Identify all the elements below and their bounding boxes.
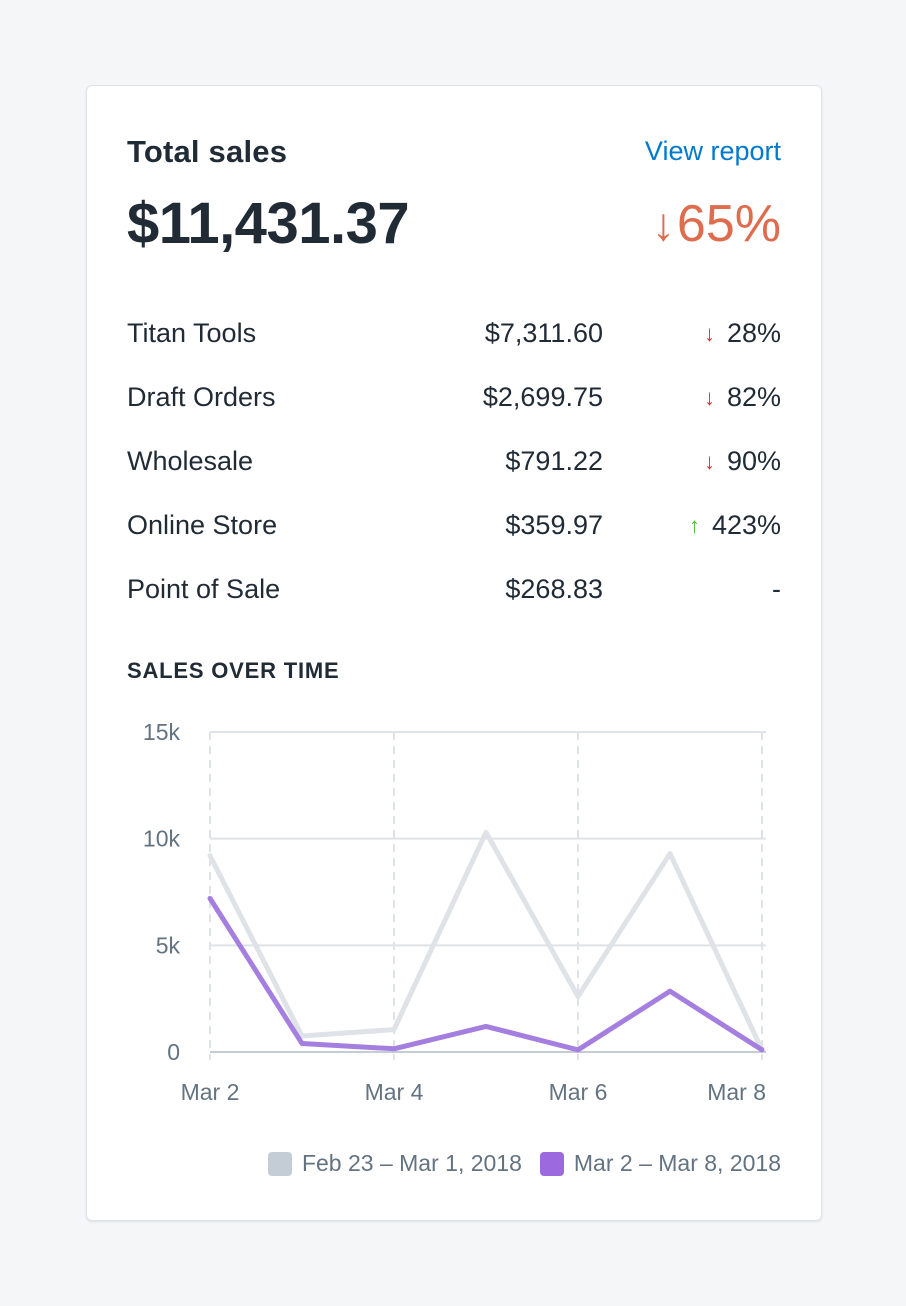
channel-name: Titan Tools: [127, 318, 257, 348]
channel-change: -: [772, 574, 781, 605]
y-tick-label: 15k: [143, 719, 181, 745]
series-line-current: [207, 895, 765, 1053]
y-tick-label: 5k: [156, 932, 181, 958]
legend-item: Feb 23 – Mar 1, 2018: [267, 1150, 522, 1177]
channel-change-value: 28%: [726, 318, 781, 348]
total-change-value: 65%: [676, 195, 781, 253]
channel-change-value: 90%: [726, 446, 781, 476]
arrow-down-icon: ↓: [651, 198, 675, 250]
legend-swatch: [539, 1151, 564, 1176]
chart-legend: Feb 23 – Mar 1, 2018 Mar 2 – Mar 8, 2018: [250, 1150, 781, 1177]
x-tick-label: Mar 2: [181, 1079, 240, 1105]
total-sales-value: $11,431.37: [127, 191, 410, 256]
channel-value: $7,311.60: [484, 318, 603, 348]
channel-change: ↓ 90%: [704, 446, 781, 477]
channel-change-value: 423%: [711, 510, 781, 540]
arrow-down-icon: ↓: [703, 448, 715, 474]
channel-value: $268.83: [505, 574, 603, 604]
series-line-previous: [207, 829, 765, 1053]
channel-name: Point of Sale: [127, 574, 281, 604]
card-title: Total sales: [127, 134, 288, 169]
x-tick-label: Mar 6: [549, 1079, 608, 1105]
section-title: SALES OVER TIME: [127, 658, 340, 683]
y-tick-label: 10k: [143, 826, 181, 852]
channel-value: $359.97: [505, 510, 603, 540]
channel-name: Draft Orders: [127, 382, 276, 412]
channel-name: Online Store: [127, 510, 278, 540]
legend-item: Mar 2 – Mar 8, 2018: [539, 1150, 781, 1177]
channel-change: ↓ 82%: [704, 382, 781, 413]
channel-change: ↑ 423%: [689, 510, 781, 541]
channel-value: $791.22: [505, 446, 603, 476]
arrow-down-icon: ↓: [703, 384, 715, 410]
legend-label: Feb 23 – Mar 1, 2018: [301, 1150, 522, 1176]
x-tick-label: Mar 8: [707, 1079, 766, 1105]
view-report-link[interactable]: View report: [644, 136, 781, 166]
total-sales-card: Total sales View report $11,431.37 ↓ 65%…: [86, 85, 822, 1221]
channel-value: $2,699.75: [482, 382, 603, 412]
total-sales-change: ↓ 65%: [652, 194, 781, 254]
legend-swatch: [267, 1151, 292, 1176]
sales-channel-list: Titan Tools $7,311.60 ↓ 28% Draft Orders $2,6…: [127, 310, 781, 630]
sales-channel-row: Point of Sale $268.83 -: [127, 566, 781, 630]
sales-channel-row: Online Store $359.97 ↑ 423%: [127, 502, 781, 566]
arrow-up-icon: ↑: [688, 512, 700, 538]
sales-channel-row: Wholesale $791.22 ↓ 90%: [127, 438, 781, 502]
sales-channel-row: Draft Orders $2,699.75 ↓ 82%: [127, 374, 781, 438]
channel-name: Wholesale: [127, 446, 254, 476]
sales-over-time-chart: 0 5k 10k 15k Mar 2 Mar 4 Mar 6 Mar 8: [143, 719, 766, 1105]
arrow-down-icon: ↓: [703, 320, 715, 346]
sales-channel-row: Titan Tools $7,311.60 ↓ 28%: [127, 310, 781, 374]
y-tick-label: 0: [167, 1039, 180, 1065]
x-tick-label: Mar 4: [365, 1079, 424, 1105]
channel-change: ↓ 28%: [704, 318, 781, 349]
legend-label: Mar 2 – Mar 8, 2018: [573, 1150, 781, 1176]
channel-change-value: 82%: [726, 382, 781, 412]
channel-change-value: -: [772, 574, 781, 604]
